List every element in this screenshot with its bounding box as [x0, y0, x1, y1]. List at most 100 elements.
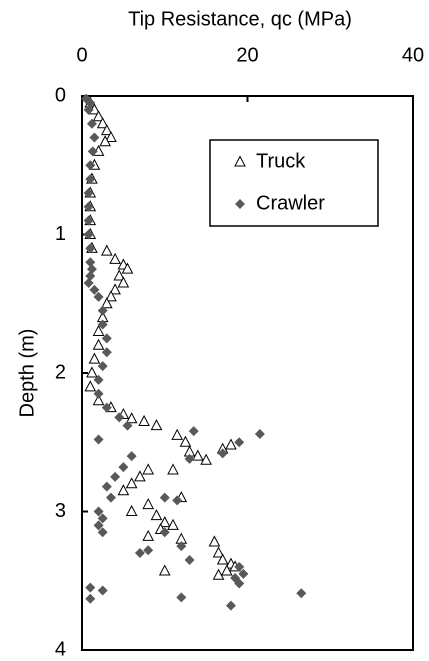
diamond-point	[93, 506, 104, 517]
triangle-point	[138, 414, 150, 426]
diamond-point	[83, 201, 94, 212]
diamond-point	[184, 554, 195, 565]
diamond-point	[93, 291, 104, 302]
diamond-point	[86, 264, 97, 275]
diamond-point	[97, 585, 108, 596]
triangle-point	[121, 262, 134, 274]
triangle-point	[216, 553, 229, 565]
x-tick-label: 40	[402, 44, 424, 66]
diamond-point	[83, 215, 94, 226]
triangle-point	[92, 394, 105, 406]
diamond-point	[85, 243, 96, 254]
triangle-point	[92, 338, 105, 350]
diamond-point	[296, 588, 307, 599]
triangle-point	[100, 124, 113, 136]
triangle-point	[84, 380, 97, 392]
triangle-point	[134, 470, 146, 482]
triangle-point	[142, 529, 155, 541]
triangle-point	[150, 419, 163, 431]
diamond-point	[105, 492, 116, 503]
diamond-point	[83, 187, 94, 198]
diamond-point	[172, 495, 183, 506]
diamond-point	[93, 434, 104, 445]
diamond-point	[184, 453, 195, 464]
diamond-point	[188, 426, 199, 437]
triangle-point	[179, 435, 192, 447]
triangle-point	[86, 366, 98, 378]
x-tick-label: 0	[76, 44, 87, 66]
diamond-point	[93, 388, 104, 399]
diamond-point	[85, 582, 96, 593]
y-tick-label: 2	[55, 361, 66, 383]
diamond-point	[97, 361, 108, 372]
triangle-point	[109, 252, 121, 264]
diamond-point	[85, 257, 96, 268]
triangle-point	[96, 117, 109, 129]
triangle-point	[100, 297, 113, 309]
diamond-point	[85, 160, 96, 171]
legend-label: Crawler	[256, 192, 325, 214]
diamond-point	[87, 146, 98, 157]
triangle-point	[100, 244, 113, 256]
legend-marker	[234, 155, 246, 167]
diamond-point	[234, 561, 245, 572]
diamond-point	[93, 520, 104, 531]
diamond-point	[176, 541, 187, 552]
diamond-point	[89, 284, 100, 295]
legend-marker	[235, 199, 245, 209]
triangle-point	[88, 352, 101, 364]
triangle-point	[212, 568, 225, 580]
triangle-point	[167, 518, 179, 530]
y-tick-label: 4	[55, 638, 66, 660]
y-tick-label: 3	[55, 500, 66, 522]
diamond-point	[93, 374, 104, 385]
diamond-point	[83, 277, 94, 288]
triangle-point	[109, 283, 121, 295]
diamond-point	[114, 412, 125, 423]
triangle-point	[99, 135, 111, 147]
x-axis-label: Tip Resistance, qc (MPa)	[128, 8, 352, 30]
triangle-point	[142, 463, 155, 475]
diamond-point	[97, 513, 108, 524]
triangle-point	[113, 269, 126, 281]
triangle-point	[117, 276, 130, 288]
diamond-point	[126, 451, 137, 462]
triangle-point	[142, 498, 155, 510]
diamond-point	[89, 132, 100, 143]
diamond-point	[85, 97, 96, 108]
diamond-point	[122, 420, 133, 431]
diamond-point	[83, 229, 94, 240]
triangle-point	[167, 463, 179, 475]
y-tick-label: 0	[55, 84, 66, 106]
diamond-point	[176, 592, 187, 603]
y-axis-label: Depth (m)	[16, 329, 38, 418]
triangle-point	[125, 504, 138, 516]
triangle-point	[200, 453, 212, 465]
triangle-point	[117, 484, 130, 496]
diamond-point	[234, 437, 245, 448]
x-tick-label: 20	[236, 44, 258, 66]
triangle-point	[150, 509, 163, 521]
diamond-point	[254, 428, 265, 439]
diamond-point	[101, 402, 112, 413]
diamond-point	[101, 481, 112, 492]
diamond-point	[83, 104, 94, 115]
triangle-point	[158, 516, 171, 528]
triangle-point	[105, 130, 117, 143]
diamond-point	[101, 333, 112, 344]
triangle-point	[192, 449, 204, 461]
diamond-point	[238, 568, 249, 579]
diamond-point	[159, 492, 170, 503]
triangle-point	[225, 438, 237, 450]
triangle-point	[125, 477, 138, 489]
triangle-point	[158, 564, 171, 576]
triangle-point	[171, 428, 183, 440]
diamond-point	[134, 548, 145, 559]
diamond-point	[101, 347, 112, 358]
triangle-point	[125, 412, 138, 424]
diamond-point	[85, 593, 96, 604]
diamond-point	[118, 462, 129, 473]
diamond-point	[97, 319, 108, 330]
diamond-point	[217, 448, 228, 459]
